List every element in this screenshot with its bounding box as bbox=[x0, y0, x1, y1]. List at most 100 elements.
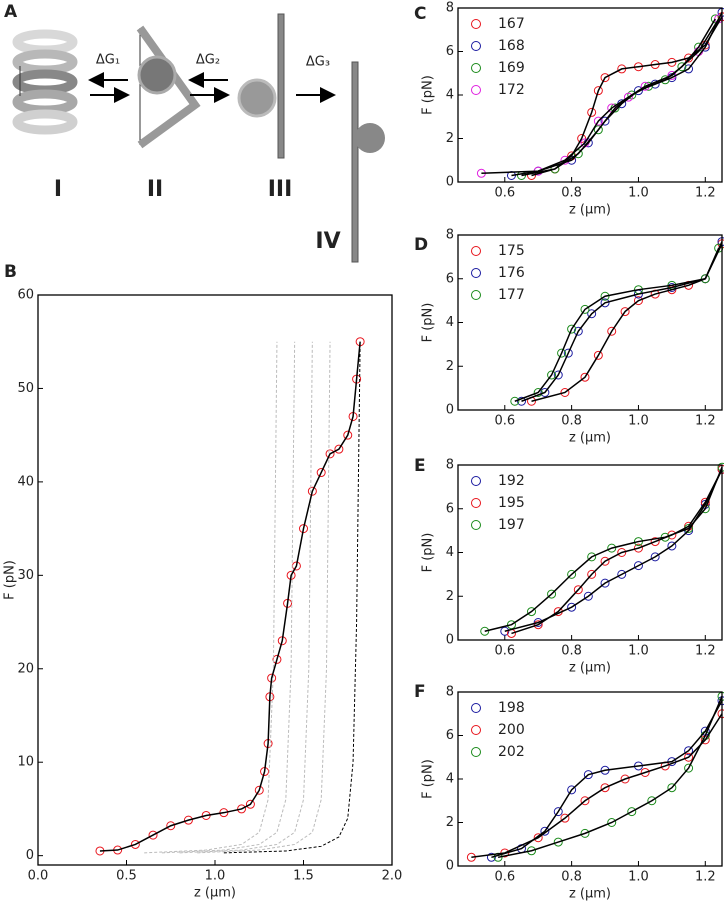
data-point bbox=[593, 350, 603, 360]
legend-marker bbox=[471, 476, 481, 486]
data-point bbox=[600, 298, 610, 308]
data-point bbox=[567, 324, 577, 334]
y-tick-label: 2 bbox=[446, 359, 454, 374]
legend-marker bbox=[471, 41, 481, 51]
legend-label: 195 bbox=[498, 495, 525, 511]
x-tick-label: 1.0 bbox=[628, 870, 649, 885]
data-point bbox=[700, 274, 710, 284]
data-point bbox=[667, 283, 677, 292]
data-point bbox=[573, 585, 583, 595]
data-point bbox=[593, 116, 603, 126]
data-point bbox=[166, 821, 176, 831]
legend-label: 202 bbox=[498, 744, 525, 760]
data-point bbox=[580, 372, 590, 382]
data-point bbox=[600, 578, 610, 588]
fit-curve bbox=[484, 466, 723, 632]
data-point bbox=[580, 828, 590, 838]
y-tick-label: 8 bbox=[446, 685, 454, 700]
data-point bbox=[684, 752, 694, 762]
data-point bbox=[547, 370, 557, 380]
state-label: II bbox=[147, 177, 163, 202]
x-tick-label: 0.8 bbox=[561, 414, 582, 429]
data-point bbox=[500, 626, 510, 636]
transition-label: ΔG₂ bbox=[196, 53, 220, 68]
fit-curve bbox=[511, 12, 723, 177]
reference-curve bbox=[197, 341, 331, 854]
state-label: IV bbox=[315, 229, 340, 254]
data-point bbox=[573, 326, 583, 336]
chart-panel: F 0.6 0.8 1.0 1.2 0 2 4 6 8 z (μm) F (pN) 198 200 202 bbox=[414, 682, 724, 902]
y-tick-label: 4 bbox=[446, 315, 454, 330]
x-axis-label: z (μm) bbox=[569, 203, 611, 218]
data-point bbox=[617, 548, 627, 557]
data-point bbox=[593, 86, 603, 96]
y-tick-label: 30 bbox=[17, 568, 34, 583]
data-point bbox=[667, 783, 677, 793]
data-point bbox=[633, 86, 643, 96]
legend-label: 167 bbox=[498, 16, 525, 32]
state-label: I bbox=[54, 177, 62, 202]
data-point bbox=[583, 591, 593, 601]
diagram: A ΔG₁ ΔG₂ ΔG bbox=[4, 2, 385, 263]
x-tick-label: 1.2 bbox=[695, 186, 716, 201]
y-axis-label: F (pN) bbox=[421, 303, 436, 343]
plot-frame bbox=[37, 294, 393, 866]
y-tick-label: 10 bbox=[17, 755, 34, 770]
chart-panel: E 0.6 0.8 1.0 1.2 0 2 4 6 8 z (μm) F (pN) 192 195 197 bbox=[414, 456, 724, 676]
legend-marker bbox=[471, 703, 481, 713]
data-point bbox=[540, 826, 550, 836]
legend-marker bbox=[471, 725, 481, 735]
panel-label: B bbox=[4, 262, 17, 282]
data-point bbox=[527, 846, 537, 856]
panel-label: A bbox=[4, 2, 18, 22]
legend-marker bbox=[471, 19, 481, 29]
x-tick-label: 0.5 bbox=[116, 869, 137, 884]
x-tick-label: 0.6 bbox=[494, 870, 515, 885]
x-tick-label: 0.8 bbox=[561, 186, 582, 201]
data-point bbox=[600, 291, 610, 301]
data-point bbox=[510, 396, 520, 406]
data-point bbox=[583, 770, 593, 780]
x-tick-label: 1.2 bbox=[695, 644, 716, 659]
data-point bbox=[237, 804, 247, 814]
y-tick-label: 4 bbox=[446, 545, 454, 560]
y-tick-label: 0 bbox=[446, 175, 454, 190]
data-point bbox=[667, 530, 677, 540]
reference-curve bbox=[144, 341, 278, 854]
data-point bbox=[593, 125, 603, 135]
data-point bbox=[600, 116, 610, 126]
data-point bbox=[587, 569, 597, 579]
data-point bbox=[633, 296, 643, 306]
data-point bbox=[560, 813, 570, 823]
data-point bbox=[553, 370, 563, 380]
chart-panel: D 0.6 0.8 1.0 1.2 0 2 4 6 8 z (μm) F (pN) 175 176 177 bbox=[414, 228, 724, 446]
y-tick-label: 6 bbox=[446, 271, 454, 286]
data-point bbox=[533, 833, 543, 843]
data-point bbox=[650, 537, 660, 547]
fit-curve bbox=[497, 696, 723, 859]
legend-marker bbox=[471, 290, 481, 300]
legend-label: 200 bbox=[498, 722, 525, 738]
fit-curve bbox=[491, 700, 723, 859]
state-II-shape bbox=[136, 25, 201, 149]
state-IV-shape bbox=[351, 61, 385, 263]
y-tick-label: 2 bbox=[446, 589, 454, 604]
data-point bbox=[307, 486, 317, 496]
legend-label: 175 bbox=[498, 243, 525, 259]
data-point bbox=[527, 607, 537, 617]
x-tick-label: 0.6 bbox=[494, 414, 515, 429]
x-tick-label: 1.0 bbox=[205, 869, 226, 884]
fit-curve bbox=[521, 18, 716, 177]
data-point bbox=[607, 543, 617, 553]
data-point bbox=[533, 388, 543, 397]
legend-label: 176 bbox=[498, 265, 525, 281]
data-point bbox=[623, 92, 633, 102]
y-axis-label: F (pN) bbox=[421, 75, 436, 115]
data-point bbox=[587, 107, 597, 117]
x-tick-label: 1.0 bbox=[628, 414, 649, 429]
data-point bbox=[553, 807, 563, 817]
y-tick-label: 60 bbox=[17, 288, 34, 303]
data-point bbox=[600, 556, 610, 566]
legend-label: 168 bbox=[498, 38, 525, 54]
fit-curve bbox=[521, 241, 723, 402]
